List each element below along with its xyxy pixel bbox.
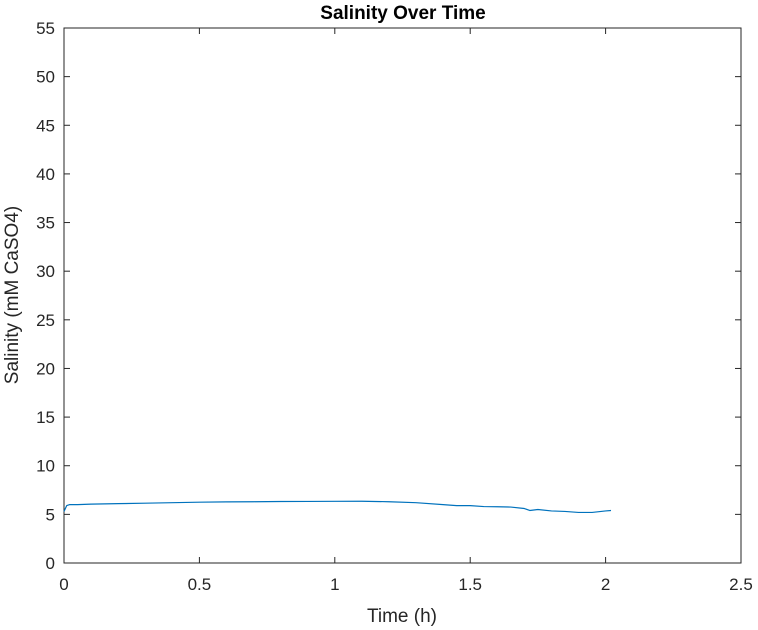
y-tick-label: 40 [36,165,55,184]
y-axis-label: Salinity (mM CaSO4) [2,206,23,384]
x-tick-label: 0 [59,575,68,594]
y-tick-label: 45 [36,116,55,135]
y-tick-label: 35 [36,214,55,233]
y-tick-label: 5 [46,505,55,524]
y-tick-label: 25 [36,311,55,330]
x-axis-label: Time (h) [367,606,437,627]
x-tick-label: 0.5 [188,575,212,594]
x-tick-label: 1 [330,575,339,594]
y-tick-label: 30 [36,262,55,281]
y-tick-label: 10 [36,457,55,476]
x-tick-label: 2.5 [729,575,753,594]
y-tick-label: 0 [46,554,55,573]
y-tick-label: 15 [36,408,55,427]
x-tick-label: 1.5 [458,575,482,594]
series-line [63,500,612,514]
y-axis-ticks: 0 5 10 15 20 25 30 35 40 45 50 55 [36,19,741,573]
plot-area [63,27,742,564]
chart-title: Salinity Over Time [320,3,485,24]
series-layer [63,500,612,514]
x-tick-label: 2 [601,575,610,594]
y-tick-label: 55 [36,19,55,38]
x-axis-ticks: 0 0.5 1 1.5 2 2.5 [59,28,753,594]
y-tick-label: 50 [36,68,55,87]
y-tick-label: 20 [36,359,55,378]
